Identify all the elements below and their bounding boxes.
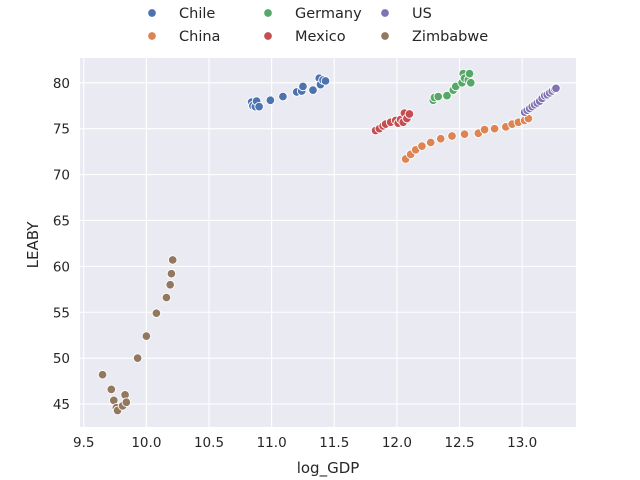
series-china (400, 113, 534, 164)
data-point (433, 91, 443, 102)
y-tick-label: 60 (53, 259, 70, 275)
legend-label: Germany (295, 6, 362, 22)
data-point (308, 85, 318, 95)
y-tick-label: 50 (53, 351, 70, 367)
legend-marker (147, 8, 157, 18)
y-axis-ticks: 45 50 55 60 65 70 75 80 (53, 76, 70, 413)
x-axis-label: log_GDP (297, 459, 360, 478)
data-point (278, 91, 288, 102)
data-point (479, 124, 490, 135)
data-point (442, 90, 452, 101)
data-point (166, 268, 177, 279)
data-point (254, 101, 264, 112)
legend-item-china: China (147, 29, 220, 45)
y-tick-label: 55 (53, 305, 70, 321)
data-point (404, 109, 415, 119)
legend-label: Mexico (295, 29, 346, 45)
data-point (435, 134, 446, 144)
data-point (165, 279, 175, 290)
y-tick-label: 70 (53, 168, 70, 184)
data-point (464, 68, 475, 79)
data-point (161, 292, 172, 303)
y-tick-label: 75 (53, 122, 70, 138)
x-tick-label: 10.0 (131, 435, 161, 451)
plot-area (80, 58, 576, 427)
series-mexico (370, 108, 415, 136)
legend-item-zimbabwe: Zimbabwe (380, 29, 488, 45)
legend: Chile China Germany Mexico US Zimbabwe (147, 6, 488, 45)
x-tick-label: 10.5 (194, 435, 224, 451)
legend-label: Chile (179, 6, 215, 22)
x-tick-label: 11.5 (319, 435, 349, 451)
legend-marker (380, 8, 390, 18)
data-point (141, 331, 152, 341)
y-axis-label: LEABY (24, 221, 42, 269)
data-point (466, 78, 476, 88)
y-tick-label: 65 (53, 213, 70, 229)
series-us (519, 83, 561, 117)
data-point (459, 129, 470, 139)
x-axis-ticks: 9.5 10.0 10.5 11.0 11.5 12.0 12.5 13.0 (73, 435, 537, 451)
legend-label: China (179, 29, 220, 45)
legend-marker (263, 31, 273, 41)
legend-marker (147, 31, 157, 41)
legend-item-germany: Germany (263, 6, 362, 22)
data-point (151, 308, 162, 318)
series-chile (246, 73, 331, 112)
data-point (551, 83, 561, 94)
legend-marker (263, 8, 273, 18)
x-tick-label: 11.0 (257, 435, 287, 451)
legend-label: US (412, 6, 432, 22)
series-zimbabwe (97, 255, 178, 416)
legend-item-us: US (380, 6, 432, 22)
y-tick-label: 45 (53, 397, 70, 413)
legend-item-chile: Chile (147, 6, 215, 22)
data-point (298, 81, 308, 92)
data-points (97, 68, 561, 416)
x-tick-label: 12.0 (382, 435, 412, 451)
series-germany (428, 68, 476, 105)
legend-marker (380, 31, 390, 41)
data-point (447, 131, 457, 141)
data-point (320, 76, 331, 86)
legend-label: Zimbabwe (412, 29, 488, 45)
data-point (167, 255, 178, 265)
x-tick-label: 13.0 (507, 435, 537, 451)
x-tick-label: 12.5 (444, 435, 474, 451)
data-point (97, 369, 108, 380)
x-tick-label: 9.5 (73, 435, 94, 451)
data-point (489, 123, 500, 134)
data-point (265, 95, 276, 105)
data-point (417, 141, 427, 151)
data-point (425, 137, 436, 148)
data-point (132, 353, 143, 363)
data-point (106, 384, 117, 395)
legend-item-mexico: Mexico (263, 29, 346, 45)
data-point (121, 397, 132, 407)
y-tick-label: 80 (53, 76, 70, 92)
